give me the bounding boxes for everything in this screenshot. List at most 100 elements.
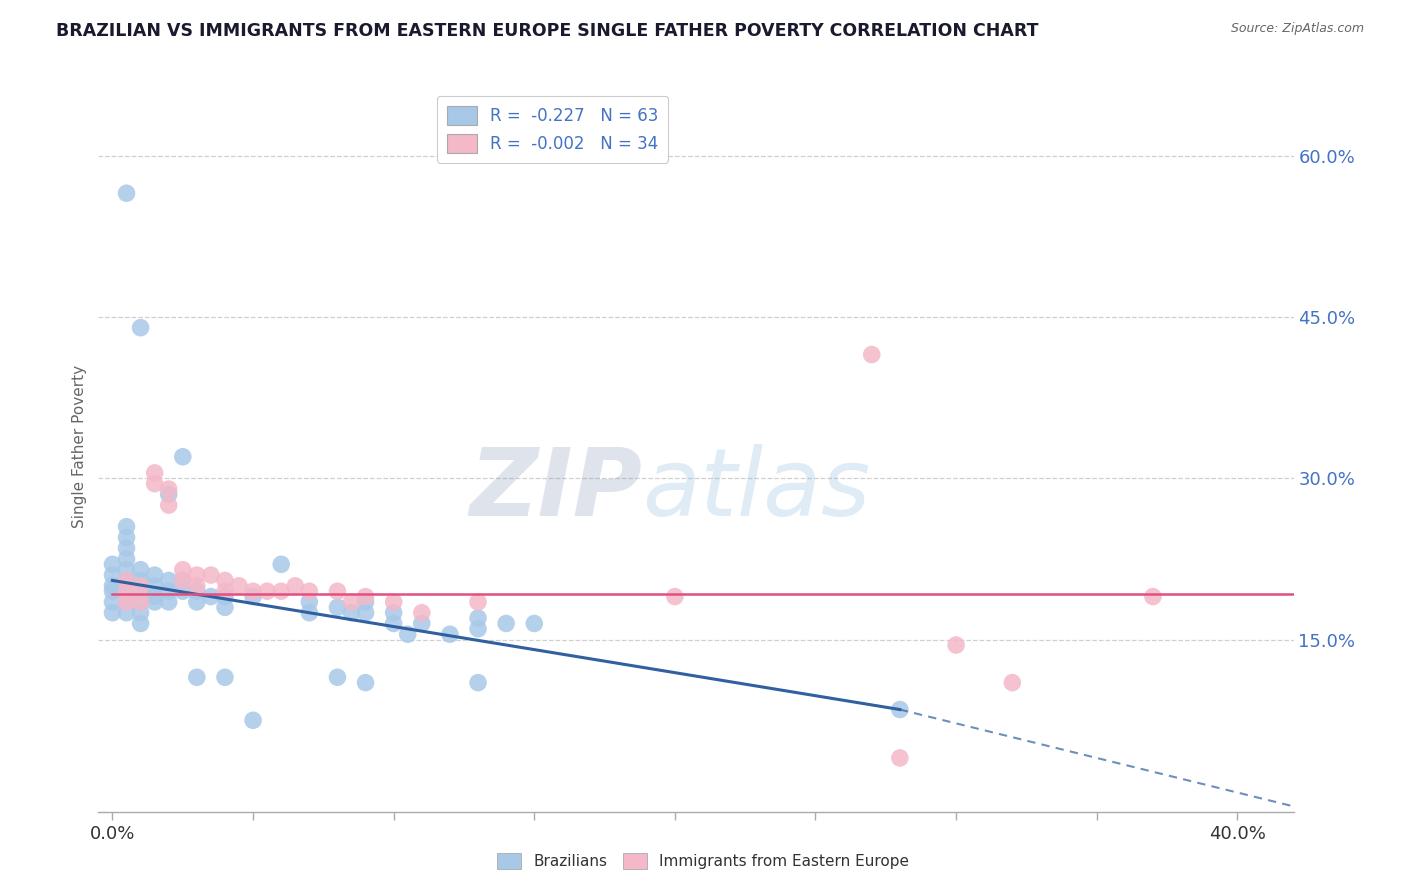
Point xyxy=(382,616,405,631)
Point xyxy=(172,563,194,577)
Point xyxy=(495,616,517,631)
Point xyxy=(1001,675,1024,690)
Point xyxy=(115,574,138,588)
Point xyxy=(396,627,419,641)
Point xyxy=(270,558,292,572)
Point xyxy=(129,563,152,577)
Point xyxy=(200,568,222,582)
Point xyxy=(172,584,194,599)
Point xyxy=(143,590,166,604)
Point xyxy=(101,558,124,572)
Point xyxy=(101,595,124,609)
Point xyxy=(326,584,349,599)
Point xyxy=(860,347,883,362)
Point xyxy=(157,595,180,609)
Point xyxy=(354,606,377,620)
Point xyxy=(115,530,138,544)
Point xyxy=(214,600,236,615)
Point xyxy=(467,622,489,636)
Point xyxy=(326,600,349,615)
Point xyxy=(143,579,166,593)
Point xyxy=(340,595,363,609)
Point xyxy=(214,590,236,604)
Point xyxy=(945,638,967,652)
Point xyxy=(157,574,180,588)
Point xyxy=(143,466,166,480)
Point xyxy=(115,595,138,609)
Point xyxy=(143,476,166,491)
Point xyxy=(889,751,911,765)
Point xyxy=(115,552,138,566)
Point xyxy=(256,584,278,599)
Point xyxy=(354,595,377,609)
Point xyxy=(228,579,250,593)
Point xyxy=(242,714,264,728)
Point xyxy=(467,611,489,625)
Point xyxy=(129,606,152,620)
Point xyxy=(115,574,138,588)
Point xyxy=(115,584,138,599)
Point xyxy=(115,584,138,599)
Point xyxy=(467,675,489,690)
Point xyxy=(157,487,180,501)
Point xyxy=(411,606,433,620)
Point xyxy=(467,595,489,609)
Point xyxy=(298,595,321,609)
Point xyxy=(115,563,138,577)
Point xyxy=(129,595,152,609)
Point xyxy=(129,320,152,334)
Point xyxy=(326,670,349,684)
Point xyxy=(214,574,236,588)
Y-axis label: Single Father Poverty: Single Father Poverty xyxy=(72,365,87,527)
Point xyxy=(354,675,377,690)
Point xyxy=(115,519,138,533)
Point xyxy=(214,584,236,599)
Point xyxy=(172,450,194,464)
Point xyxy=(382,595,405,609)
Text: atlas: atlas xyxy=(643,444,870,535)
Point xyxy=(214,670,236,684)
Point xyxy=(186,579,208,593)
Point xyxy=(411,616,433,631)
Point xyxy=(340,606,363,620)
Point xyxy=(298,584,321,599)
Point xyxy=(382,606,405,620)
Point xyxy=(242,584,264,599)
Point xyxy=(298,606,321,620)
Point xyxy=(1142,590,1164,604)
Point xyxy=(129,616,152,631)
Text: ZIP: ZIP xyxy=(470,444,643,536)
Point xyxy=(101,606,124,620)
Point xyxy=(186,568,208,582)
Point xyxy=(101,579,124,593)
Point xyxy=(172,574,194,588)
Point xyxy=(115,186,138,201)
Point xyxy=(172,574,194,588)
Legend: Brazilians, Immigrants from Eastern Europe: Brazilians, Immigrants from Eastern Euro… xyxy=(491,847,915,875)
Point xyxy=(200,590,222,604)
Point xyxy=(143,595,166,609)
Point xyxy=(129,579,152,593)
Point xyxy=(284,579,307,593)
Point xyxy=(129,574,152,588)
Point xyxy=(129,584,152,599)
Point xyxy=(439,627,461,641)
Point xyxy=(115,541,138,556)
Legend: R =  -0.227   N = 63, R =  -0.002   N = 34: R = -0.227 N = 63, R = -0.002 N = 34 xyxy=(437,96,668,162)
Point xyxy=(186,670,208,684)
Point xyxy=(664,590,686,604)
Point xyxy=(523,616,546,631)
Point xyxy=(157,482,180,496)
Point xyxy=(101,584,124,599)
Point xyxy=(157,498,180,512)
Point xyxy=(115,606,138,620)
Point xyxy=(270,584,292,599)
Point xyxy=(129,595,152,609)
Point xyxy=(242,590,264,604)
Point xyxy=(157,584,180,599)
Point xyxy=(101,568,124,582)
Text: Source: ZipAtlas.com: Source: ZipAtlas.com xyxy=(1230,22,1364,36)
Point xyxy=(354,590,377,604)
Point xyxy=(186,584,208,599)
Point xyxy=(889,702,911,716)
